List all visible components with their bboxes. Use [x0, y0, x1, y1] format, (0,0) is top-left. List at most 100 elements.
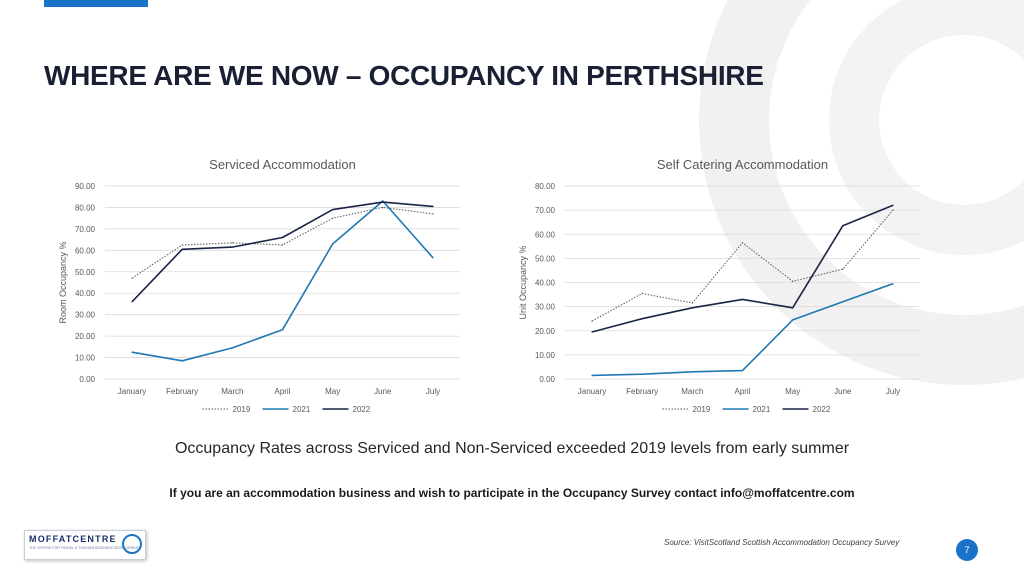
chart2-point-2022 [591, 331, 593, 333]
chart1-point-2019 [432, 213, 434, 215]
chart1-point-2022 [231, 246, 233, 248]
chart1-ytick-label: 50.00 [75, 268, 96, 277]
chart-self-catering-accommodation: Self Catering Accommodation 0.00 10.00 20.0… [500, 150, 970, 425]
chart2-point-2022 [792, 307, 794, 309]
chart2-series-2021 [591, 282, 894, 377]
page-title: WHERE ARE WE NOW – OCCUPANCY IN PERTHSHI… [44, 60, 764, 91]
chart1-xtick-label: March [221, 387, 243, 396]
chart1-legend-label-2021: 2021 [293, 405, 311, 414]
chart2-point-2019 [641, 292, 643, 294]
chart1-series-2019 [131, 206, 434, 279]
chart-serviced-accommodation: Serviced Accommodation 0.00 10.00 20.00 30.0… [40, 150, 510, 425]
logo-text: MOFFATCENTRE [29, 534, 117, 544]
chart1-point-2021 [332, 243, 334, 245]
chart1-point-2021 [181, 360, 183, 362]
chart2-point-2021 [892, 283, 894, 285]
chart2-point-2021 [641, 373, 643, 375]
chart1-series-2022 [131, 201, 434, 303]
chart1-ytick-label: 20.00 [75, 332, 96, 341]
chart1-ytick-label: 30.00 [75, 311, 96, 320]
chart1-ytick-label: 80.00 [75, 203, 96, 212]
moffat-centre-logo: MOFFATCENTRE THE CENTRE FOR TRAVEL & TOU… [24, 530, 146, 560]
chart1-point-2019 [332, 217, 334, 219]
chart2-xtick-label: April [734, 387, 750, 396]
chart1-point-2019 [231, 242, 233, 244]
chart2-point-2019 [892, 209, 894, 211]
page-number: 7 [956, 539, 978, 561]
chart1-point-2021 [231, 347, 233, 349]
chart2-xtick-label: February [626, 387, 658, 396]
chart1-point-2022 [382, 201, 384, 203]
chart1-xtick-label: May [325, 387, 340, 396]
chart1-xtick-label: April [274, 387, 290, 396]
chart2-xtick-label: May [785, 387, 800, 396]
chart1-point-2021 [131, 351, 133, 353]
chart1-point-2022 [131, 301, 133, 303]
chart2-ytick-label: 60.00 [535, 230, 556, 239]
chart2-point-2022 [641, 318, 643, 320]
chart2-ytick-label: 80.00 [535, 182, 556, 191]
chart1-ytick-label: 60.00 [75, 246, 96, 255]
chart1-ytick-label: 70.00 [75, 225, 96, 234]
chart1-point-2022 [432, 205, 434, 207]
source-note: Source: VisitScotland Scottish Accommoda… [664, 538, 900, 547]
chart1-point-2019 [131, 277, 133, 279]
chart2-legend-label-2021: 2021 [753, 405, 771, 414]
chart1-point-2019 [181, 244, 183, 246]
chart2-point-2019 [792, 280, 794, 282]
chart2-ytick-label: 30.00 [535, 303, 556, 312]
chart1-xtick-label: February [166, 387, 198, 396]
chart2-xtick-label: July [886, 387, 900, 396]
chart2-point-2019 [741, 242, 744, 244]
chart1-xtick-label: January [118, 387, 146, 396]
chart2-point-2022 [892, 204, 894, 206]
chart2-point-2019 [591, 320, 593, 322]
chart2-ytick-label: 70.00 [535, 206, 556, 215]
chart-serviced-svg: Serviced Accommodation 0.00 10.00 20.00 30.0… [58, 157, 460, 414]
logo-mark-icon [122, 534, 142, 554]
chart2-ytick-label: 20.00 [535, 327, 556, 336]
chart1-ytick-label: 40.00 [75, 289, 96, 298]
chart2-point-2019 [842, 268, 844, 270]
call-to-action: If you are an accommodation business and… [169, 486, 855, 500]
chart1-point-2021 [382, 200, 384, 202]
chart2-ytick-label: 10.00 [535, 351, 556, 360]
chart1-point-2019 [281, 244, 284, 246]
chart2-point-2021 [842, 301, 844, 303]
chart1-point-2022 [181, 248, 183, 250]
chart2-xtick-label: January [578, 387, 606, 396]
chart2-point-2021 [741, 369, 744, 372]
chart1-series-2021 [131, 200, 434, 362]
summary-headline: Occupancy Rates across Serviced and Non-… [174, 440, 850, 457]
logo-tagline: THE CENTRE FOR TRAVEL & TOURISM BUSINESS… [29, 546, 141, 550]
chart2-legend-label-2022: 2022 [813, 405, 831, 414]
chart1-ytick-label: 90.00 [75, 182, 96, 191]
chart2-point-2021 [691, 371, 693, 373]
chart2-point-2022 [691, 307, 693, 309]
chart1-legend-label-2022: 2022 [353, 405, 371, 414]
chart2-point-2021 [591, 374, 593, 376]
chart1-point-2022 [332, 208, 334, 211]
chart2-ytick-label: 0.00 [539, 375, 555, 384]
chart2-ytick-label: 50.00 [535, 254, 556, 263]
chart2-xtick-label: June [834, 387, 852, 396]
chart1-legend-label-2019: 2019 [233, 405, 251, 414]
accent-bar [44, 0, 148, 7]
chart1-xtick-label: July [426, 387, 440, 396]
chart-self-catering-svg: Self Catering Accommodation 0.00 10.00 20.0… [518, 157, 920, 414]
chart1-point-2022 [281, 236, 284, 239]
chart2-ylabel: Unit Occupancy % [518, 245, 528, 319]
chart1-ytick-label: 0.00 [79, 375, 95, 384]
chart1-xtick-label: June [374, 387, 392, 396]
chart2-point-2021 [792, 319, 794, 321]
chart2-point-2022 [741, 298, 744, 300]
chart2-xtick-label: March [681, 387, 703, 396]
chart2-title: Self Catering Accommodation [657, 157, 828, 172]
chart2-point-2019 [691, 302, 693, 304]
chart2-ytick-label: 40.00 [535, 279, 556, 288]
chart1-point-2021 [432, 257, 434, 259]
chart1-ytick-label: 10.00 [75, 354, 96, 363]
chart2-point-2022 [842, 225, 844, 227]
chart1-ylabel: Room Occupancy % [58, 241, 68, 323]
chart1-title: Serviced Accommodation [209, 157, 356, 172]
